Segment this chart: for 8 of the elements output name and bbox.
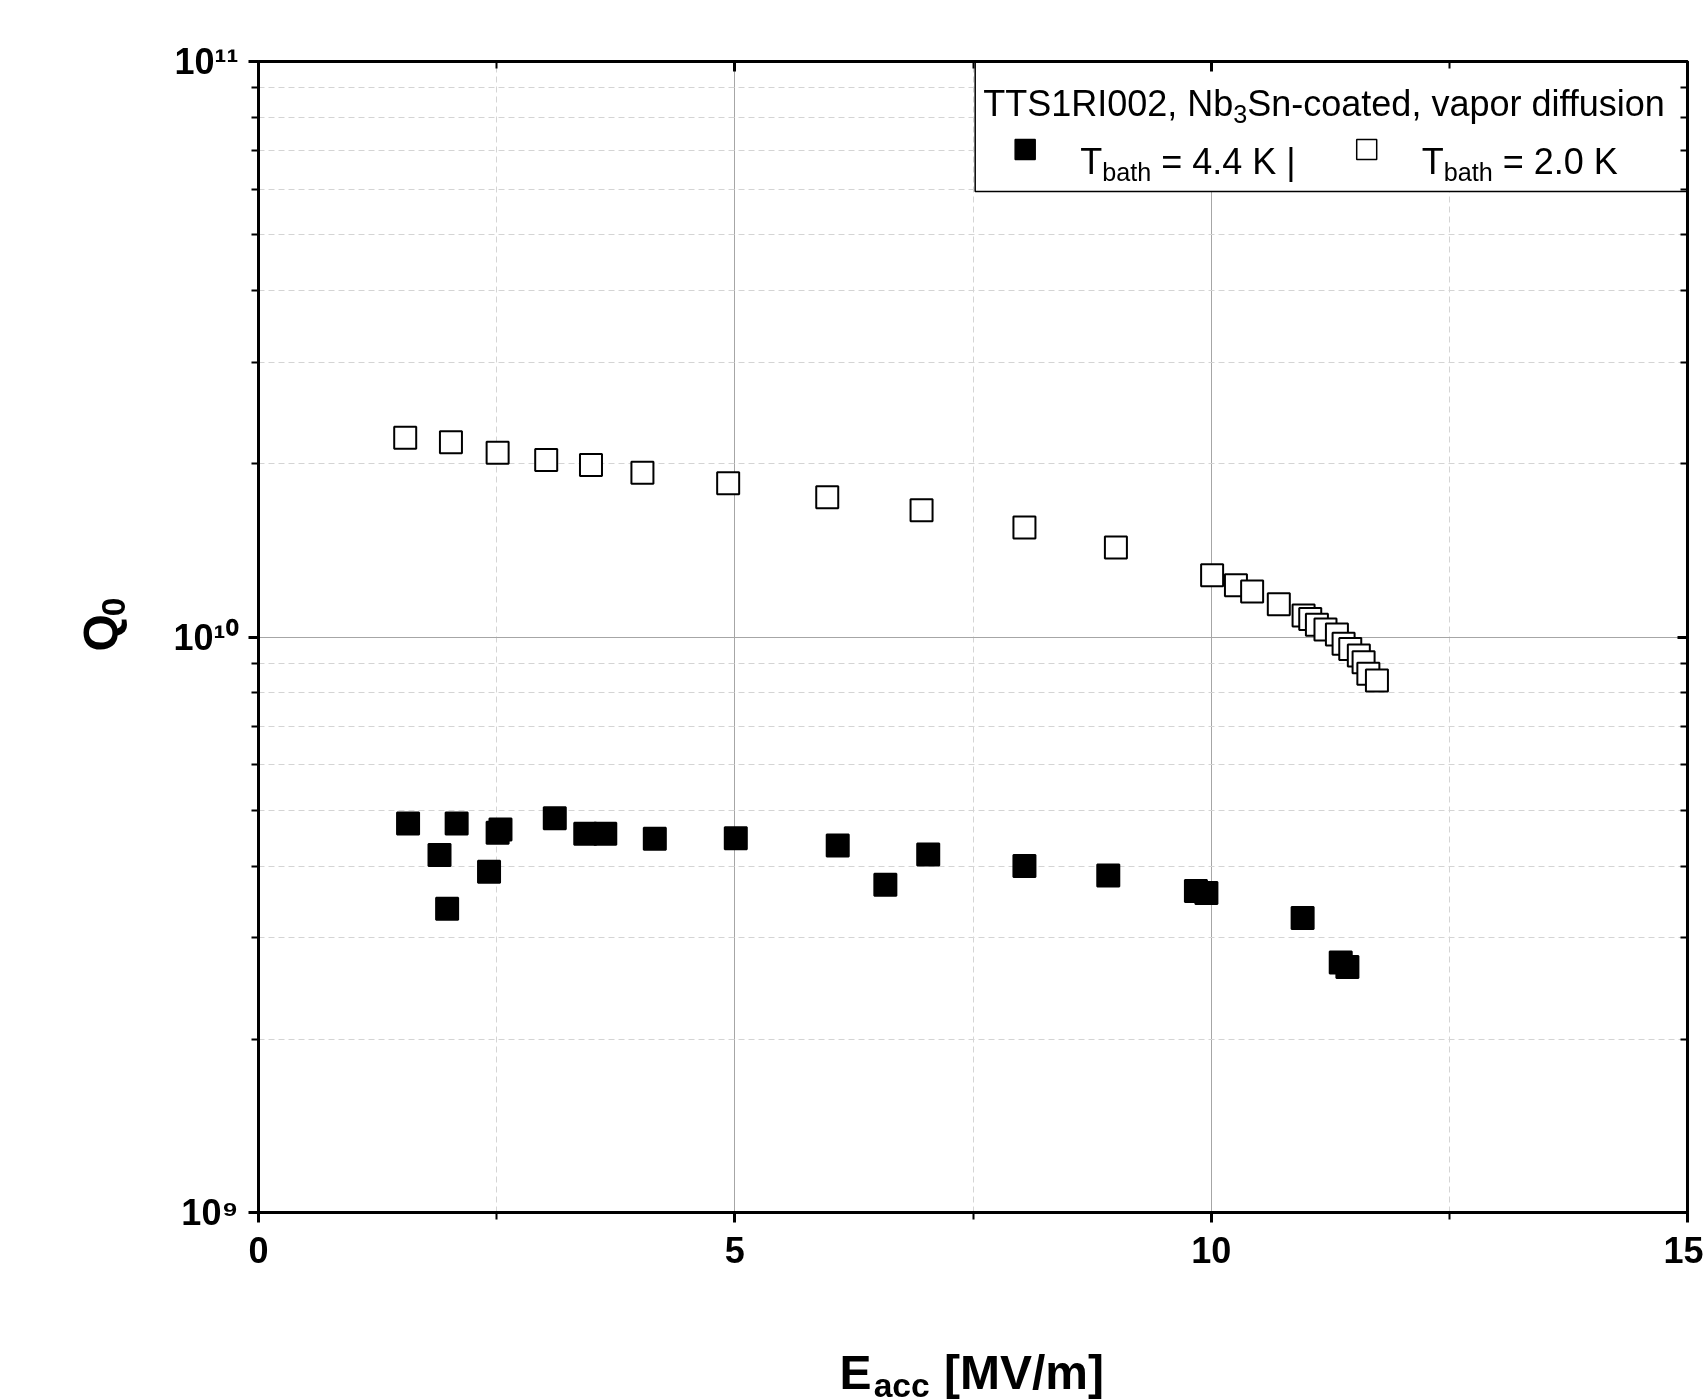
y-axis-title: Q0 (74, 597, 133, 652)
x-tick-label: 10 (1191, 1229, 1232, 1271)
y-tick-label: 10⁹ (181, 1192, 239, 1233)
x-tick-label: 5 (724, 1229, 745, 1271)
x-tick-label: 0 (248, 1229, 269, 1271)
x-tick-label: 15 (1663, 1229, 1703, 1271)
y-tick-label: 10¹⁰ (173, 616, 239, 658)
y-tick-label: 10¹¹ (174, 41, 239, 82)
